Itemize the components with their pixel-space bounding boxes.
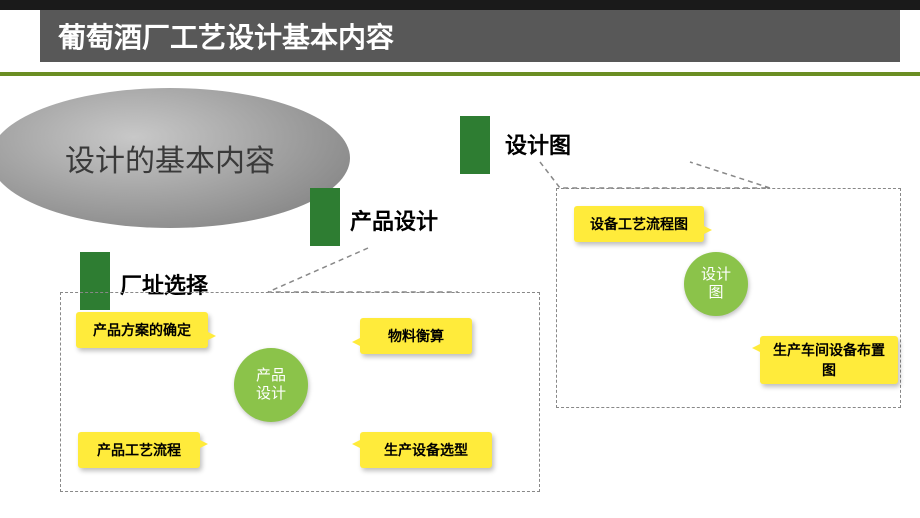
product-item-tr: 物料衡算 — [360, 318, 472, 354]
title-bar: 葡萄酒厂工艺设计基本内容 — [40, 10, 900, 62]
label-diagram: 设计图 — [505, 128, 571, 160]
top-black-bar — [0, 0, 920, 10]
product-item-tl-text: 产品方案的确定 — [93, 320, 191, 340]
green-bar-diagram — [460, 116, 490, 174]
label-product: 产品设计 — [350, 204, 438, 236]
ellipse-text: 设计的基本内容 — [65, 136, 275, 180]
green-bar-product — [310, 188, 340, 246]
callout-diagram — [520, 158, 780, 192]
product-item-br-text: 生产设备选型 — [384, 440, 468, 460]
product-center-text: 产品 设计 — [256, 367, 286, 403]
diagram-item-tl: 设备工艺流程图 — [574, 206, 704, 242]
callout-product — [258, 244, 468, 296]
diagram-item-tl-text: 设备工艺流程图 — [590, 214, 688, 234]
diagram-item-br: 生产车间设备布置 图 — [760, 336, 898, 384]
diagram-center-text: 设计 图 — [701, 266, 731, 302]
product-item-br: 生产设备选型 — [360, 432, 492, 468]
product-item-tl: 产品方案的确定 — [76, 312, 208, 348]
product-item-bl: 产品工艺流程 — [78, 432, 200, 468]
main-ellipse: 设计的基本内容 — [0, 88, 350, 228]
product-center-circle: 产品 设计 — [234, 348, 308, 422]
product-item-tr-text: 物料衡算 — [388, 326, 444, 346]
page-title: 葡萄酒厂工艺设计基本内容 — [58, 16, 394, 56]
diagram-item-br-text: 生产车间设备布置 图 — [773, 340, 885, 380]
diagram-center-circle: 设计 图 — [684, 252, 748, 316]
accent-line — [0, 72, 920, 76]
product-item-bl-text: 产品工艺流程 — [97, 440, 181, 460]
